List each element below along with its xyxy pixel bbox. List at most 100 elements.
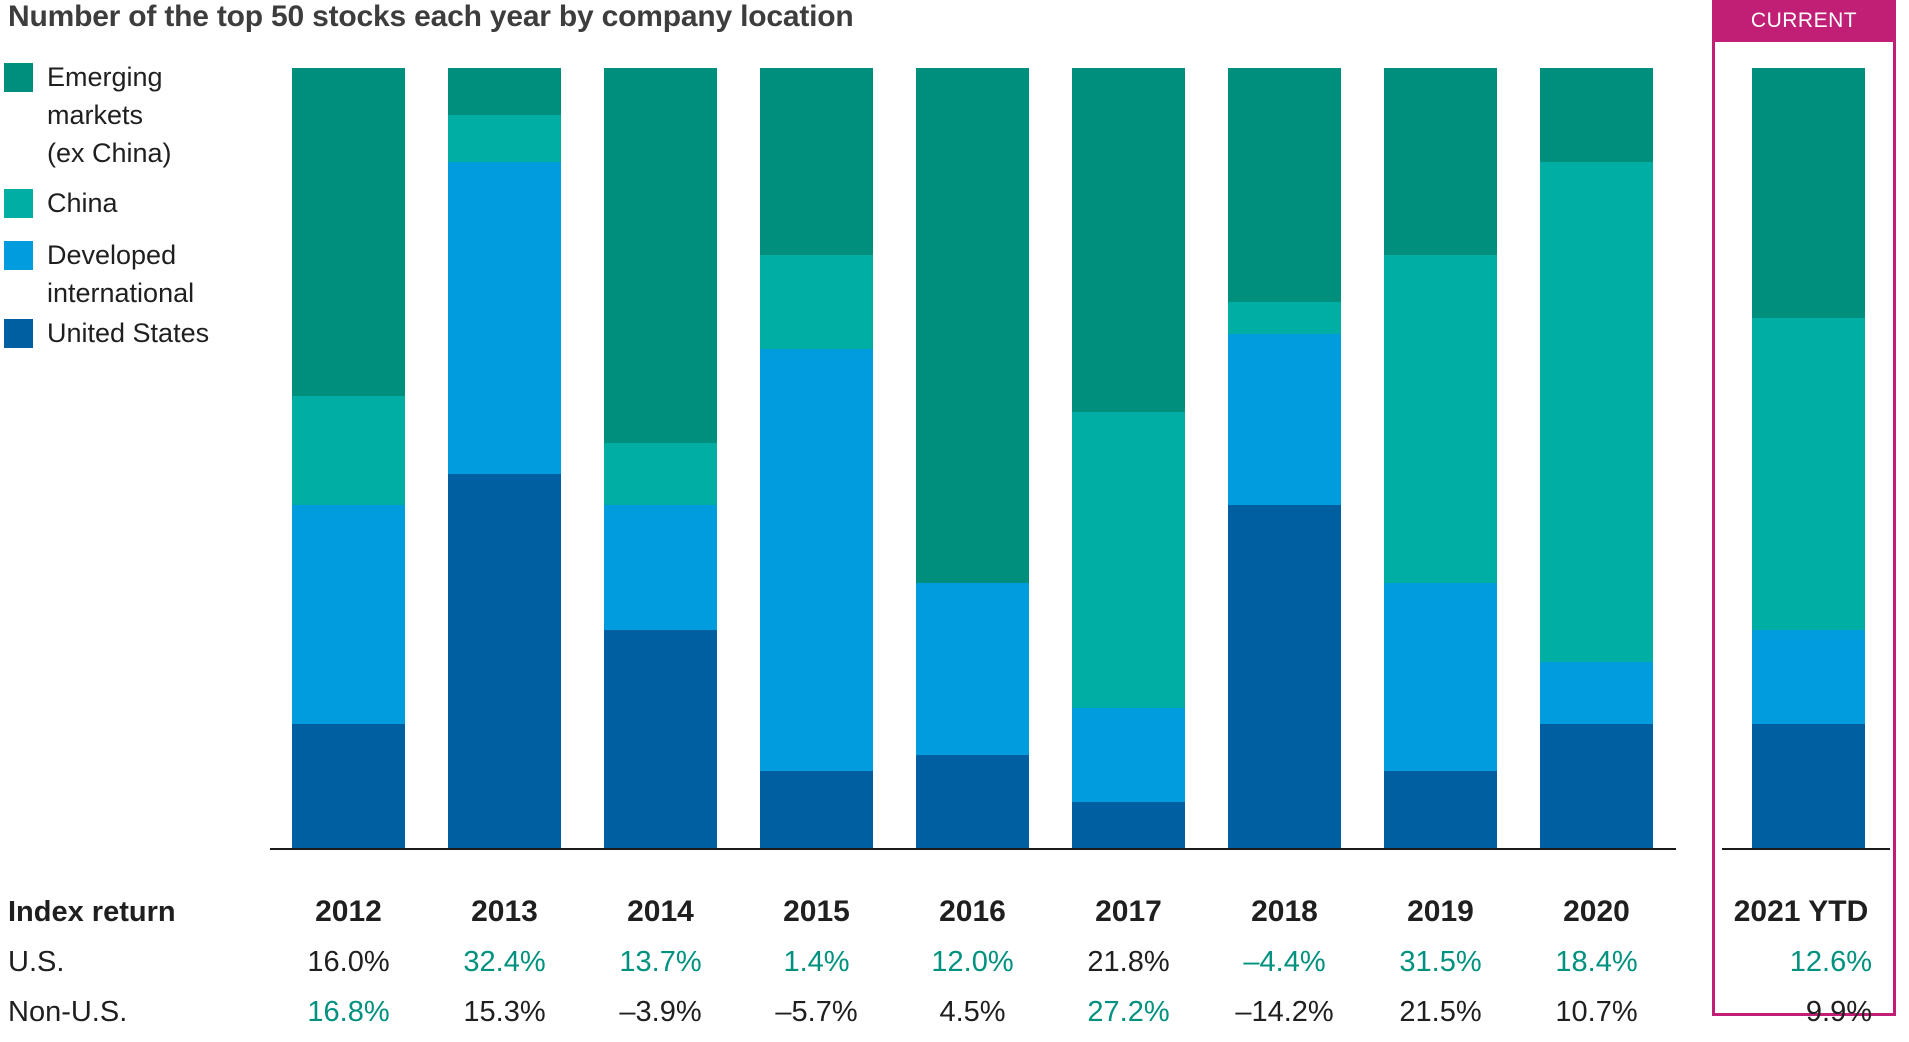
nonus-return-2018: –14.2% [1235, 996, 1334, 1028]
year-label-2019: 2019 [1407, 895, 1474, 928]
nonus-return-2017: 27.2% [1087, 996, 1170, 1028]
bar-2017 [1072, 68, 1185, 849]
bar-segment-developed-international-2015 [760, 349, 873, 771]
bar-segment-united-states-2021-ytd [1752, 724, 1865, 849]
bar-segment-developed-international-2016 [916, 583, 1029, 756]
x-axis-line [270, 848, 1676, 850]
nonus-return-2021-ytd: 9.9% [1805, 996, 1872, 1028]
nonus-return-2013: 15.3% [463, 996, 546, 1028]
nonus-return-2016: 4.5% [939, 996, 1006, 1028]
us-return-2013: 32.4% [463, 946, 546, 978]
us-return-2015: 1.4% [783, 946, 850, 978]
legend-item-developed-international: Developed international [4, 236, 194, 312]
bar-2013 [448, 68, 561, 849]
legend-label: Emerging markets (ex China) [47, 62, 172, 168]
year-label-2021-ytd: 2021 YTD [1733, 895, 1869, 928]
us-return-2018: –4.4% [1243, 946, 1326, 978]
bar-segment-china-2018 [1228, 302, 1341, 334]
nonus-return-2019: 21.5% [1399, 996, 1482, 1028]
bar-segment-emerging-markets-ex-china-2019 [1384, 68, 1497, 256]
bar-segment-united-states-2012 [292, 724, 405, 849]
bar-2020 [1540, 68, 1653, 849]
bar-segment-united-states-2014 [604, 630, 717, 849]
bar-segment-emerging-markets-ex-china-2017 [1072, 68, 1185, 412]
us-return-2012: 16.0% [307, 946, 390, 978]
us-return-2020: 18.4% [1555, 946, 1638, 978]
bar-segment-developed-international-2019 [1384, 583, 1497, 771]
bar-2016 [916, 68, 1029, 849]
bar-segment-developed-international-2020 [1540, 661, 1653, 725]
bar-2014 [604, 68, 717, 849]
year-label-2015: 2015 [783, 895, 850, 928]
legend-swatch-icon [4, 319, 33, 348]
bar-segment-developed-international-2013 [448, 161, 561, 475]
bar-segment-united-states-2013 [448, 474, 561, 849]
current-highlight-box [1712, 0, 1896, 1016]
legend-swatch-icon [4, 189, 33, 218]
bar-segment-china-2015 [760, 255, 873, 350]
bar-2018 [1228, 68, 1341, 849]
bar-segment-united-states-2015 [760, 770, 873, 849]
year-label-2014: 2014 [627, 895, 694, 928]
bar-segment-emerging-markets-ex-china-2014 [604, 68, 717, 443]
legend-swatch-icon [4, 241, 33, 270]
year-label-2017: 2017 [1095, 895, 1162, 928]
us-return-2016: 12.0% [931, 946, 1014, 978]
nonus-return-2020: 10.7% [1555, 996, 1638, 1028]
bar-segment-china-2021-ytd [1752, 317, 1865, 631]
nonus-row-label: Non-U.S. [8, 996, 128, 1028]
bar-segment-china-2017 [1072, 411, 1185, 709]
year-label-2018: 2018 [1251, 895, 1318, 928]
bar-2019 [1384, 68, 1497, 849]
bar-segment-china-2020 [1540, 161, 1653, 662]
nonus-return-2012: 16.8% [307, 996, 390, 1028]
bar-segment-developed-international-2012 [292, 505, 405, 725]
bar-segment-developed-international-2021-ytd [1752, 630, 1865, 725]
bar-segment-united-states-2017 [1072, 802, 1185, 849]
year-label-2020: 2020 [1563, 895, 1630, 928]
x-axis-line-current [1722, 848, 1890, 850]
bar-segment-china-2019 [1384, 255, 1497, 584]
bar-2012 [292, 68, 405, 849]
bar-segment-developed-international-2018 [1228, 333, 1341, 506]
bar-2015 [760, 68, 873, 849]
bar-segment-emerging-markets-ex-china-2012 [292, 68, 405, 397]
bar-segment-emerging-markets-ex-china-2015 [760, 68, 873, 256]
legend-swatch-icon [4, 63, 33, 92]
bar-segment-china-2012 [292, 396, 405, 506]
legend-item-emerging-markets-ex-china: Emerging markets (ex China) [4, 58, 172, 172]
nonus-return-2015: –5.7% [775, 996, 858, 1028]
bar-segment-emerging-markets-ex-china-2013 [448, 68, 561, 115]
legend-item-united-states: United States [4, 314, 209, 352]
us-return-2019: 31.5% [1399, 946, 1482, 978]
year-label-2016: 2016 [939, 895, 1006, 928]
bar-segment-united-states-2020 [1540, 724, 1653, 849]
us-row-label: U.S. [8, 946, 65, 978]
nonus-return-2014: –3.9% [619, 996, 702, 1028]
bar-segment-emerging-markets-ex-china-2020 [1540, 68, 1653, 162]
year-label-2013: 2013 [471, 895, 538, 928]
legend-label: United States [47, 318, 210, 348]
legend-item-china: China [4, 184, 118, 222]
us-return-2017: 21.8% [1087, 946, 1170, 978]
bar-segment-united-states-2018 [1228, 505, 1341, 849]
index-return-label: Index return [8, 896, 176, 928]
year-label-2012: 2012 [315, 895, 382, 928]
bar-segment-china-2014 [604, 442, 717, 506]
chart-title: Number of the top 50 stocks each year by… [8, 0, 854, 33]
bar-segment-emerging-markets-ex-china-2021-ytd [1752, 68, 1865, 318]
us-return-2021-ytd: 12.6% [1789, 946, 1872, 978]
bar-segment-united-states-2016 [916, 755, 1029, 849]
bar-segment-china-2013 [448, 114, 561, 162]
bar-segment-emerging-markets-ex-china-2016 [916, 68, 1029, 584]
current-tab-label: CURRENT [1712, 0, 1896, 42]
bar-segment-emerging-markets-ex-china-2018 [1228, 68, 1341, 303]
bar-2021-ytd [1752, 68, 1865, 849]
legend-label: China [47, 188, 118, 218]
us-return-2014: 13.7% [619, 946, 702, 978]
bar-segment-developed-international-2014 [604, 505, 717, 631]
legend-label: Developed international [47, 240, 195, 308]
bar-segment-developed-international-2017 [1072, 708, 1185, 803]
bar-segment-united-states-2019 [1384, 770, 1497, 849]
